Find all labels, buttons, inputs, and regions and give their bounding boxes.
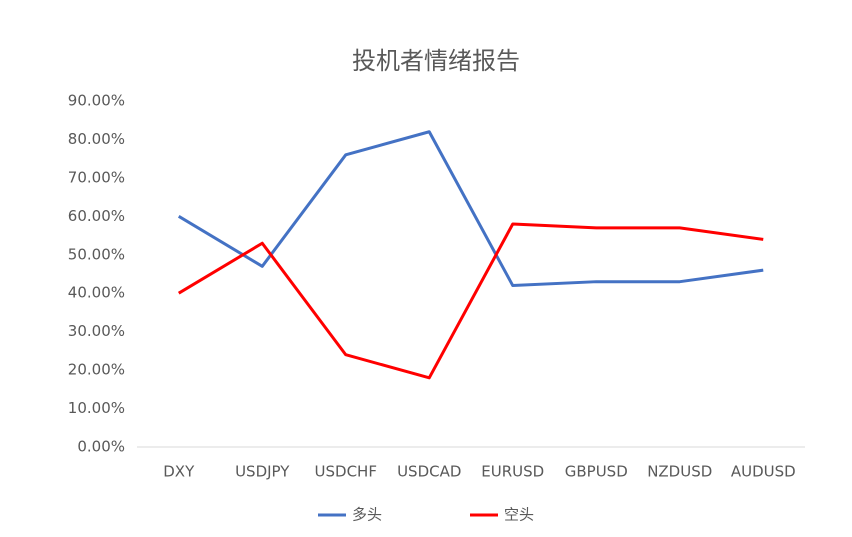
y-tick-label: 30.00%	[68, 322, 125, 340]
x-tick-label: USDJPY	[235, 463, 290, 481]
y-tick-label: 10.00%	[68, 399, 125, 417]
x-tick-label: DXY	[163, 463, 195, 481]
legend-label: 空头	[504, 506, 534, 524]
series-line	[177, 130, 764, 288]
y-tick-label: 90.00%	[68, 92, 125, 110]
y-tick-label: 50.00%	[68, 245, 125, 263]
x-tick-label: AUDUSD	[731, 463, 796, 481]
x-tick-label: USDCAD	[397, 463, 461, 481]
y-tick-label: 0.00%	[77, 438, 125, 456]
y-tick-label: 20.00%	[68, 361, 125, 379]
chart-title: 投机者情绪报告	[352, 47, 520, 75]
x-tick-label: NZDUSD	[647, 463, 712, 481]
y-tick-label: 60.00%	[68, 207, 125, 225]
x-tick-label: EURUSD	[481, 463, 544, 481]
x-tick-label: GBPUSD	[565, 463, 628, 481]
legend-label: 多头	[352, 506, 382, 524]
y-tick-label: 40.00%	[68, 284, 125, 302]
series-line	[177, 222, 764, 380]
x-tick-label: USDCHF	[315, 463, 377, 481]
y-tick-label: 70.00%	[68, 168, 125, 186]
y-tick-label: 80.00%	[68, 130, 125, 148]
